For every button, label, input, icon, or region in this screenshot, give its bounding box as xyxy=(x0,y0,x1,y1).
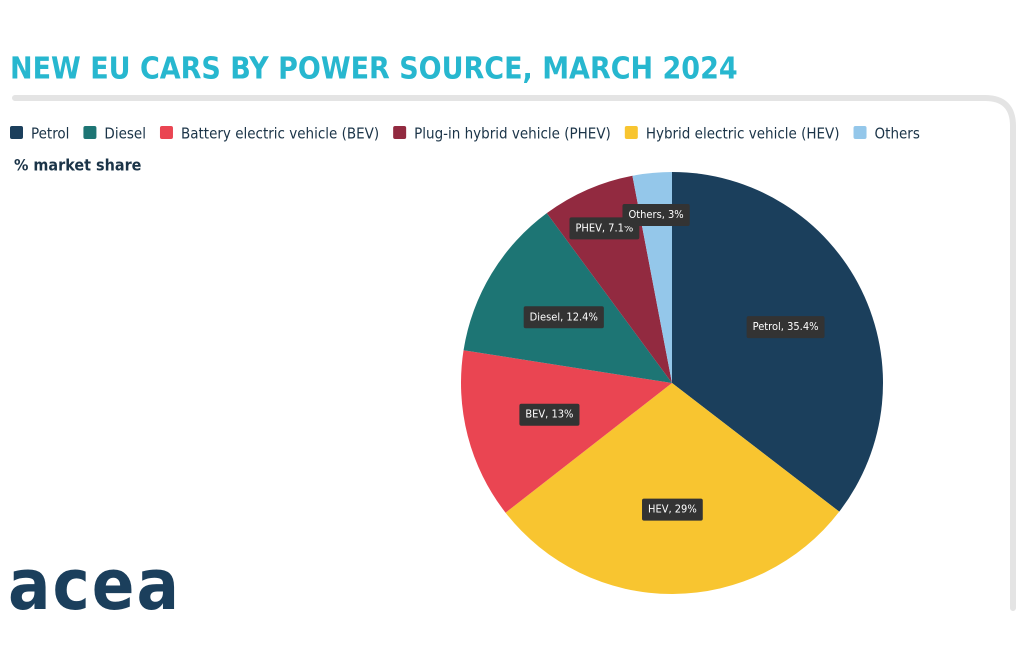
logo: acea xyxy=(8,544,181,626)
legend-swatch xyxy=(10,126,23,139)
label-box xyxy=(523,306,604,329)
legend-label: Battery electric vehicle (BEV) xyxy=(181,125,379,143)
pie-slice xyxy=(672,172,883,512)
pie xyxy=(461,172,883,595)
frame xyxy=(12,95,1016,611)
pie-slice xyxy=(463,213,672,383)
legend-label: Petrol xyxy=(31,125,69,143)
legend-label: Diesel xyxy=(104,125,146,143)
legend-swatch xyxy=(853,126,867,139)
data-label: BEV, 13% xyxy=(525,408,573,421)
data-label: Others, 3% xyxy=(628,208,683,221)
legend-label: Hybrid electric vehicle (HEV) xyxy=(646,125,840,143)
label-box xyxy=(519,403,580,426)
data-label: Diesel, 12.4% xyxy=(530,310,598,323)
subtitle: % market share xyxy=(14,156,142,175)
label-box xyxy=(622,203,690,226)
label-box xyxy=(642,498,703,521)
legend-swatch xyxy=(159,126,173,139)
data-label: PHEV, 7.1% xyxy=(575,221,633,234)
legend-swatch xyxy=(83,126,97,139)
data-label: Petrol, 35.4% xyxy=(753,320,819,333)
pie-slice xyxy=(461,350,672,513)
data-label: HEV, 29% xyxy=(648,503,697,516)
chart-title: NEW EU CARS BY POWER SOURCE, MARCH 2024 xyxy=(10,52,738,87)
legend-label: Others xyxy=(875,125,920,143)
legend-swatch xyxy=(393,126,407,139)
pie-slice xyxy=(505,383,840,595)
legend: Petrol Diesel Battery electric vehicle (BE… xyxy=(10,125,920,143)
legend-swatch xyxy=(624,126,638,139)
label-box xyxy=(569,217,640,240)
labels: Petrol, 35.4% HEV, 29% BEV, 13% Diesel, 12.… xyxy=(519,203,825,521)
legend-label: Plug-in hybrid vehicle (PHEV) xyxy=(414,125,611,143)
label-box xyxy=(746,316,825,339)
